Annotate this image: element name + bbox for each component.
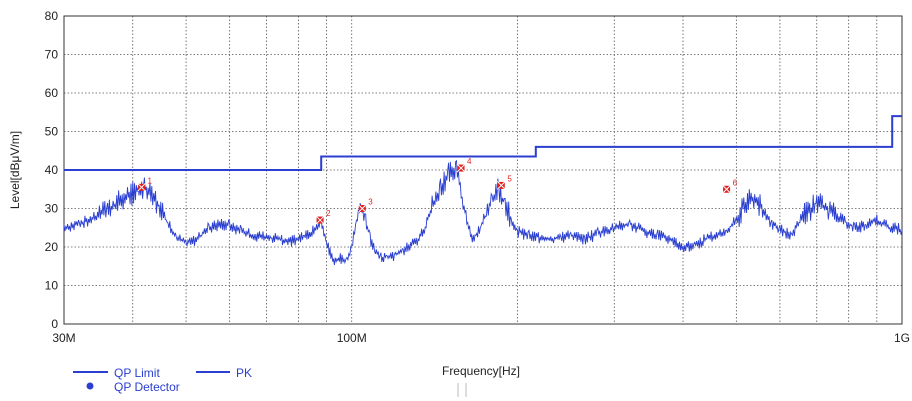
legend-label-qp-detector: QP Detector <box>114 380 180 394</box>
y-tick-label: 40 <box>45 163 59 177</box>
qp-marker-label: 1 <box>148 176 153 185</box>
legend-swatch-qp-detector <box>87 383 94 390</box>
qp-marker-label: 4 <box>467 157 472 166</box>
marker-layer: 1 2 3 4 5 6 <box>138 157 738 224</box>
legend-label-qp-limit: QP Limit <box>114 366 160 380</box>
y-tick-label: 0 <box>51 317 58 331</box>
qp-marker-label: 3 <box>368 198 373 207</box>
series-line-qp-limit <box>64 116 902 170</box>
x-tick-label: 1G <box>894 331 910 345</box>
qp-marker-label: 6 <box>733 178 738 187</box>
y-axis-label: Level[dBμV/m] <box>8 131 22 209</box>
qp-marker-label: 2 <box>326 209 331 218</box>
y-tick-label: 30 <box>45 202 59 216</box>
x-axis-label: Frequency[Hz] <box>442 364 520 378</box>
legend-label-pk: PK <box>236 366 252 380</box>
legend: QP Limit PK QP Detector <box>73 366 252 394</box>
series-layer <box>64 116 902 265</box>
series-line-pk <box>64 161 902 265</box>
x-tick-label: 100M <box>337 331 367 345</box>
y-tick-label: 20 <box>45 240 59 254</box>
y-tick-label: 70 <box>45 48 59 62</box>
qp-marker-label: 5 <box>507 174 512 183</box>
y-tick-label: 10 <box>45 279 59 293</box>
y-tick-label: 60 <box>45 86 59 100</box>
x-tick-label: 30M <box>52 331 75 345</box>
y-tick-label: 50 <box>45 125 59 139</box>
y-tick-label: 80 <box>45 9 59 23</box>
